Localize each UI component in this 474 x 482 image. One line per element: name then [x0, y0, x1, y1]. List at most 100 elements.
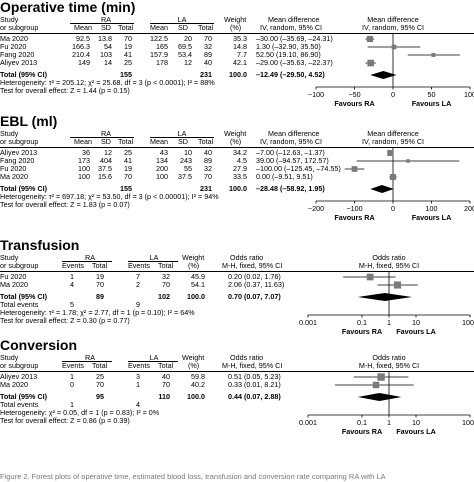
cell-sd: 10: [184, 148, 192, 157]
cell-total: 70: [204, 172, 212, 181]
cell-total: 70: [204, 34, 212, 43]
total-weight: 100.0: [187, 292, 205, 301]
cell-weight: 7.7: [237, 50, 247, 59]
forest-plot: −200 −100 0 100 200 Favours RA Favours LA: [308, 147, 474, 222]
overall-effect-text: Test for overall effect: Z = 0.30 (p = 0…: [0, 316, 130, 325]
plot-method-header: IV, random, 95% CI: [361, 23, 425, 32]
col-header: Total: [158, 361, 174, 370]
cell-total: 70: [96, 380, 104, 389]
x-tick-label: 0: [391, 90, 395, 99]
col-header: Total: [198, 137, 214, 146]
cell-total: 25: [96, 372, 104, 381]
cell-effect-ci: 52.50 (19.10, 86.90): [256, 50, 321, 59]
study-square: [431, 53, 436, 57]
pooled-diamond: [357, 293, 412, 301]
col-header: Mean: [150, 23, 168, 32]
x-tick-label: 10: [412, 418, 420, 427]
total-events-label: Total events: [0, 300, 39, 309]
cell-total: 32: [162, 272, 170, 281]
subgroup-header: or subgroup: [0, 361, 39, 370]
cell-mean: 100: [156, 172, 168, 181]
favours-left-label: Favours RA: [334, 99, 374, 108]
weight-pct-header: (%): [230, 137, 242, 146]
forest-panel-tr: Transfusion Study or subgroup RA LA Events Tot…: [0, 238, 474, 354]
x-tick-label: 1: [387, 318, 391, 327]
study-header: Study: [0, 15, 19, 24]
weight-header: Weight: [182, 253, 205, 262]
x-tick-label: −100: [308, 90, 324, 99]
plot-method-header: M-H, fixed, 95% CI: [358, 261, 420, 270]
study-square: [366, 273, 374, 281]
study-square: [406, 159, 410, 163]
study-name: Fu 2020: [0, 42, 27, 51]
cell-mean: 173: [78, 156, 90, 165]
group1-rule: [70, 137, 134, 138]
cell-mean: 100: [78, 164, 90, 173]
cell-sd: 243: [180, 156, 192, 165]
group2-rule: [128, 261, 178, 262]
cell-mean: 36: [82, 148, 90, 157]
cell-sd: 103: [100, 50, 112, 59]
study-name: Fang 2020: [0, 50, 35, 59]
favours-left-label: Favours RA: [342, 327, 382, 336]
favours-right-label: Favours LA: [412, 99, 452, 108]
cell-mean: 165: [156, 42, 168, 51]
subgroup-header: or subgroup: [0, 137, 39, 146]
x-tick-label: −200: [308, 204, 324, 213]
cell-total: 40: [162, 372, 170, 381]
total-n2: 231: [200, 70, 212, 79]
total-label: Total (95% CI): [0, 292, 47, 301]
forest-panel-cv: Conversion Study or subgroup RA LA Events Tota…: [0, 338, 474, 468]
col-header: Total: [198, 23, 214, 32]
cell-mean: 149: [78, 58, 90, 67]
cell-total: 32: [204, 164, 212, 173]
cell-weight: 27.9: [233, 164, 247, 173]
x-tick-label: 10: [412, 318, 420, 327]
panel-title: EBL (ml): [0, 113, 58, 129]
group1-rule: [70, 23, 134, 24]
x-tick-label: 100: [426, 204, 438, 213]
total-events-label: Total events: [0, 400, 39, 409]
group2-header: LA: [149, 253, 159, 262]
cell-mean: 100: [78, 172, 90, 181]
header-rule: [0, 271, 474, 272]
weight-header: Weight: [182, 353, 205, 362]
cell-total: 32: [204, 42, 212, 51]
group1-rule: [62, 261, 112, 262]
col-header: Events: [128, 261, 150, 270]
cell-mean: 166.3: [72, 42, 90, 51]
study-name: Aliyev 2013: [0, 58, 38, 67]
overall-effect-text: Test for overall effect: Z = 0.86 (p = 0…: [0, 416, 130, 425]
group1-header: RA: [85, 353, 95, 362]
cell-total: 25: [124, 148, 132, 157]
weight-header: Weight: [224, 129, 247, 138]
cell-total: 19: [96, 272, 104, 281]
effect-header: Mean difference: [268, 129, 320, 138]
total-n1: 155: [120, 184, 132, 193]
forest-panel-ebl: EBL (ml) Study or subgroup RA LA Mean SD Total M…: [0, 114, 474, 230]
favours-right-label: Favours LA: [396, 327, 436, 336]
study-name: Ma 2020: [0, 280, 28, 289]
x-tick-label: 0.001: [299, 418, 317, 427]
pooled-diamond: [370, 71, 397, 79]
study-name: Ma 2020: [0, 34, 28, 43]
col-header: Total: [118, 137, 134, 146]
study-name: Aliyev 2013: [0, 148, 38, 157]
cell-total: 40: [204, 58, 212, 67]
total-n1: 155: [120, 70, 132, 79]
x-tick-label: 200: [464, 204, 474, 213]
col-header: SD: [178, 23, 188, 32]
total-weight: 100.0: [229, 70, 247, 79]
heterogeneity-text: Heterogeneity: τ² = 205.12; χ² = 25.68, …: [0, 78, 215, 87]
cell-sd: 37.5: [98, 164, 112, 173]
weight-pct-header: (%): [188, 261, 200, 270]
cell-weight: 40.2: [191, 380, 205, 389]
cell-total: 25: [124, 58, 132, 67]
cell-total: 19: [124, 42, 132, 51]
x-tick-label: 100: [464, 90, 474, 99]
group2-rule: [128, 361, 178, 362]
x-tick-label: 0.1: [357, 318, 367, 327]
cell-weight: 14.8: [233, 42, 247, 51]
